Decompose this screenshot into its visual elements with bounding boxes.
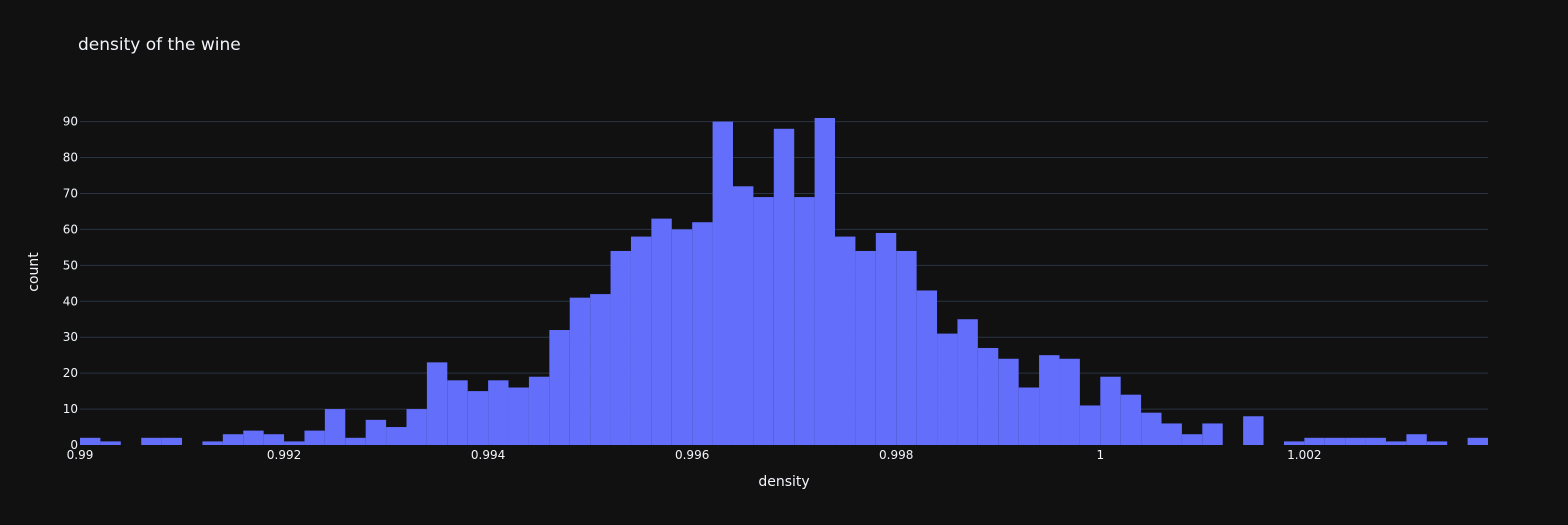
histogram-bar bbox=[957, 319, 978, 445]
histogram-bar bbox=[1018, 387, 1040, 445]
histogram-bar bbox=[998, 358, 1019, 445]
histogram-bar bbox=[1365, 437, 1386, 445]
x-axis-ticks: 0.99 0.992 0.994 0.996 0.998 1 1.002 bbox=[67, 448, 1322, 462]
y-tick-label: 30 bbox=[63, 330, 78, 344]
histogram-bar bbox=[753, 197, 774, 445]
histogram-bar bbox=[222, 434, 244, 445]
histogram-bar bbox=[365, 419, 387, 445]
histogram-bar bbox=[712, 121, 733, 445]
histogram-bar bbox=[937, 333, 958, 445]
histogram-bar bbox=[1243, 416, 1264, 445]
x-tick-label: 0.994 bbox=[471, 448, 505, 462]
histogram-bar bbox=[161, 437, 183, 445]
histogram-bar bbox=[508, 387, 529, 445]
histogram-bar bbox=[590, 294, 611, 445]
histogram-bar bbox=[386, 427, 407, 445]
histogram-bar bbox=[1324, 437, 1346, 445]
histogram-bar bbox=[855, 250, 876, 445]
histogram-bar bbox=[875, 232, 897, 445]
histogram-bar bbox=[1202, 423, 1223, 445]
histogram-bar bbox=[814, 118, 836, 445]
histogram-bar bbox=[1304, 437, 1325, 445]
histogram-bar bbox=[426, 362, 448, 445]
histogram-bar bbox=[732, 186, 754, 445]
y-tick-label: 90 bbox=[63, 115, 78, 129]
histogram-bar bbox=[1385, 441, 1407, 445]
histogram-bar bbox=[528, 376, 550, 445]
histogram-bar bbox=[1059, 358, 1080, 445]
histogram-bars bbox=[80, 118, 1488, 445]
histogram-bar bbox=[324, 409, 346, 445]
histogram-bar bbox=[80, 437, 101, 445]
y-tick-label: 0 bbox=[70, 438, 78, 452]
histogram-bar bbox=[651, 218, 672, 445]
histogram-bar bbox=[263, 434, 285, 445]
histogram-bar bbox=[1181, 434, 1203, 445]
histogram-bar bbox=[896, 250, 917, 445]
y-axis-ticks: 0 10 20 30 40 50 60 70 80 90 bbox=[63, 115, 78, 452]
y-tick-label: 40 bbox=[63, 294, 78, 308]
histogram-bar bbox=[692, 222, 713, 445]
histogram-bar bbox=[406, 409, 427, 445]
y-tick-label: 20 bbox=[63, 366, 78, 380]
y-axis-label: count bbox=[26, 252, 42, 292]
histogram-bar bbox=[1283, 441, 1305, 445]
histogram-bar bbox=[794, 197, 815, 445]
y-tick-label: 80 bbox=[63, 151, 78, 165]
histogram-bar bbox=[1406, 434, 1427, 445]
histogram-bar bbox=[916, 290, 938, 445]
histogram-bar bbox=[1100, 376, 1121, 445]
histogram-bar bbox=[1345, 437, 1366, 445]
histogram-bar bbox=[1161, 423, 1182, 445]
histogram-bar bbox=[773, 128, 795, 445]
histogram-bar bbox=[671, 229, 693, 445]
x-tick-label: 1.002 bbox=[1287, 448, 1321, 462]
histogram-bar bbox=[304, 430, 325, 445]
histogram-bar bbox=[488, 380, 509, 445]
histogram-bar bbox=[345, 437, 366, 445]
histogram-bar bbox=[243, 430, 264, 445]
histogram-bar bbox=[100, 441, 121, 445]
histogram-bar bbox=[1039, 355, 1060, 445]
x-tick-label: 0.99 bbox=[67, 448, 94, 462]
histogram-bar bbox=[1426, 441, 1448, 445]
histogram-bar bbox=[1141, 412, 1162, 445]
histogram-bar bbox=[447, 380, 468, 445]
histogram-bar bbox=[141, 437, 162, 445]
y-tick-label: 60 bbox=[63, 222, 78, 236]
x-tick-label: 0.992 bbox=[267, 448, 301, 462]
x-axis-label: density bbox=[758, 474, 809, 490]
histogram-bar bbox=[569, 297, 591, 445]
x-tick-label: 0.996 bbox=[675, 448, 709, 462]
x-tick-label: 0.998 bbox=[879, 448, 913, 462]
y-tick-label: 50 bbox=[63, 258, 78, 272]
histogram-bar bbox=[1120, 394, 1142, 445]
histogram-bar bbox=[467, 391, 489, 445]
histogram-bar bbox=[549, 330, 570, 445]
histogram-bar bbox=[977, 347, 999, 445]
y-tick-label: 70 bbox=[63, 186, 78, 200]
histogram-bar bbox=[630, 236, 652, 445]
histogram-bar bbox=[1467, 437, 1488, 445]
x-tick-label: 1 bbox=[1096, 448, 1104, 462]
histogram-bar bbox=[284, 441, 305, 445]
histogram-bar bbox=[202, 441, 223, 445]
histogram-bar bbox=[610, 250, 631, 445]
chart-title: density of the wine bbox=[78, 35, 241, 55]
histogram-bar bbox=[1079, 405, 1101, 445]
histogram-bar bbox=[835, 236, 856, 445]
y-tick-label: 10 bbox=[63, 402, 78, 416]
